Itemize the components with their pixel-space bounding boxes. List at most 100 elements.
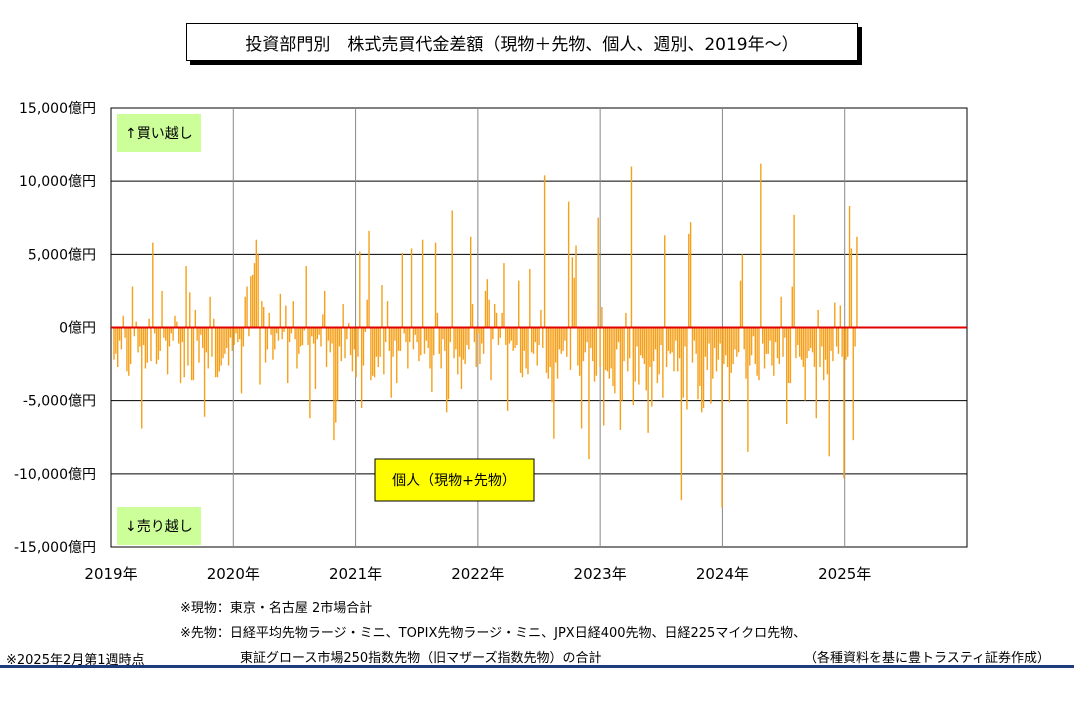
series-label-text: 個人（現物+先物）: [392, 473, 516, 489]
bar: [416, 327, 418, 343]
bar: [802, 327, 805, 368]
bar: [268, 312, 270, 328]
bar: [758, 327, 760, 381]
bar: [272, 327, 274, 360]
bar: [534, 327, 537, 343]
bar: [238, 327, 241, 340]
bar: [712, 327, 714, 379]
bar: [530, 327, 533, 353]
bar: [532, 327, 535, 354]
bar: [257, 254, 259, 328]
bar: [264, 327, 267, 363]
bar: [630, 166, 633, 328]
bar: [667, 327, 670, 351]
bar: [603, 327, 605, 426]
bar: [556, 327, 559, 379]
x-tick-label: 2025年: [818, 565, 871, 583]
bar: [373, 327, 376, 378]
bar: [774, 327, 777, 343]
bar: [506, 327, 509, 411]
bar: [850, 248, 853, 328]
bar: [656, 327, 659, 384]
bar: [599, 327, 601, 368]
bar: [615, 327, 618, 350]
bar: [209, 296, 211, 328]
bar: [218, 327, 221, 372]
bar: [464, 327, 466, 365]
bar: [806, 327, 808, 359]
bar: [678, 327, 681, 359]
bar: [569, 327, 572, 370]
bar: [353, 327, 355, 350]
bar: [819, 327, 821, 368]
bar: [250, 276, 252, 328]
bar: [710, 327, 712, 404]
bar: [787, 327, 790, 384]
bar: [604, 327, 607, 370]
bar: [431, 327, 433, 392]
bar: [301, 327, 304, 346]
bar: [266, 327, 269, 350]
bar: [627, 327, 629, 372]
bar: [118, 327, 121, 341]
bar: [202, 327, 204, 348]
bar: [789, 327, 792, 384]
bar: [743, 327, 745, 350]
bar: [854, 327, 856, 347]
bar: [434, 242, 437, 328]
bar: [159, 327, 161, 351]
bar: [351, 327, 354, 372]
buy-over-label: ↑買い越し: [117, 114, 201, 152]
bar: [161, 290, 163, 328]
bar: [482, 327, 485, 354]
bar: [804, 327, 806, 401]
bar: [329, 327, 331, 353]
bar: [767, 327, 769, 354]
bar: [619, 327, 622, 430]
bar: [841, 327, 843, 357]
bar: [481, 327, 483, 344]
bar: [773, 327, 775, 376]
bar: [327, 327, 330, 341]
bar: [651, 327, 653, 407]
bar: [769, 327, 771, 341]
bar: [248, 327, 250, 337]
bar: [778, 327, 781, 365]
bar: [776, 327, 779, 359]
x-tick-label: 2024年: [696, 565, 749, 583]
x-tick-label: 2020年: [207, 565, 260, 583]
bar: [484, 290, 487, 328]
bar: [274, 327, 276, 350]
bar: [183, 327, 185, 378]
bar: [298, 327, 300, 354]
x-tick-label: 2019年: [84, 565, 137, 583]
bar: [542, 327, 544, 348]
bar: [527, 327, 529, 375]
bar: [538, 327, 540, 346]
bar: [312, 327, 315, 344]
bar: [697, 327, 699, 400]
bar: [405, 327, 407, 343]
bar: [638, 327, 640, 385]
bar: [394, 327, 396, 341]
bar: [645, 327, 647, 391]
bar: [246, 286, 248, 328]
bar: [438, 327, 440, 354]
bar: [562, 327, 564, 351]
bar: [372, 327, 374, 376]
bar: [640, 327, 642, 356]
bar: [309, 327, 311, 419]
bar: [124, 327, 126, 338]
bar: [303, 327, 306, 331]
bar: [386, 301, 389, 328]
bar: [421, 239, 424, 328]
bar: [359, 251, 361, 328]
bar: [723, 327, 725, 365]
bar: [843, 327, 845, 479]
note-sakimono-1: ※先物：日経平均先物ラージ・ミニ、TOPIX先物ラージ・ミニ、JPX日経400先…: [180, 626, 807, 641]
bar: [412, 327, 415, 350]
axis-layer: 15,000億円 10,000億円 5,000億円 0億円 -5,000億円 -10,00…: [14, 101, 871, 583]
bar: [261, 301, 263, 328]
bar: [458, 327, 461, 357]
bar: [673, 327, 675, 372]
